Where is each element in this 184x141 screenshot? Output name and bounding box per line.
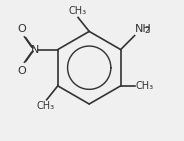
Text: O: O <box>18 24 26 34</box>
Text: CH₃: CH₃ <box>68 6 86 16</box>
Text: NH: NH <box>135 24 152 34</box>
Text: CH₃: CH₃ <box>37 101 55 111</box>
Text: O: O <box>18 66 26 76</box>
Text: 2: 2 <box>144 26 149 35</box>
Text: CH₃: CH₃ <box>135 81 153 91</box>
Text: N: N <box>31 45 39 55</box>
